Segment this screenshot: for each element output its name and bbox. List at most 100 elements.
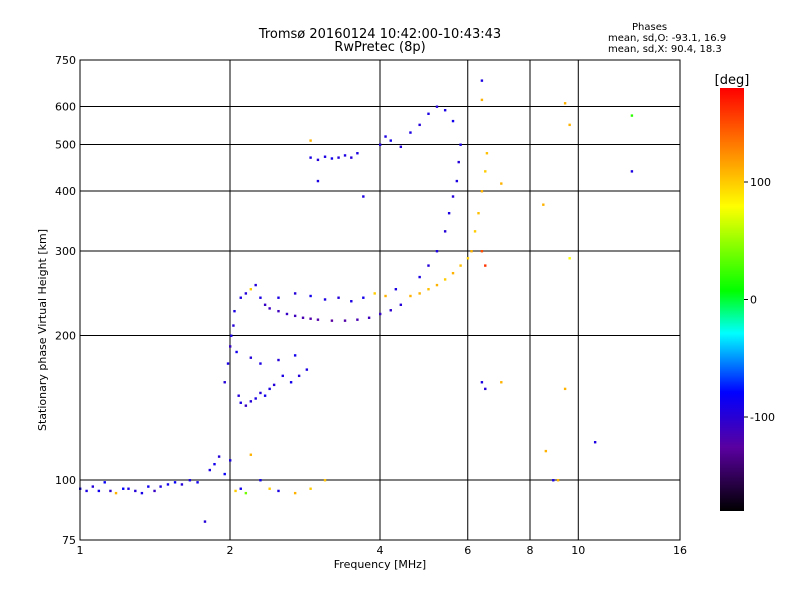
data-point xyxy=(323,479,327,482)
data-point xyxy=(268,307,271,310)
data-point xyxy=(356,318,359,321)
x-tick-label: 8 xyxy=(527,544,534,557)
colorbar-tick-label: 0 xyxy=(750,294,757,307)
data-point xyxy=(367,316,371,319)
y-tick-label: 100 xyxy=(55,474,76,487)
colorbar-title: [deg] xyxy=(715,73,750,88)
data-point xyxy=(384,294,387,298)
data-point xyxy=(173,481,177,484)
data-point xyxy=(229,459,232,462)
data-point xyxy=(153,489,156,493)
data-point xyxy=(384,135,387,138)
data-point xyxy=(409,131,412,134)
data-point xyxy=(544,449,548,453)
data-point xyxy=(208,468,211,472)
data-point xyxy=(263,394,267,397)
data-point xyxy=(235,350,238,354)
data-point xyxy=(484,387,487,391)
data-point xyxy=(249,453,253,456)
data-point xyxy=(166,483,170,486)
data-point xyxy=(237,394,240,397)
data-point xyxy=(309,294,312,298)
data-point xyxy=(239,487,242,490)
data-point xyxy=(234,489,237,493)
data-point xyxy=(443,278,447,281)
data-point xyxy=(272,383,276,387)
data-point xyxy=(552,479,555,482)
x-tick-label: 6 xyxy=(464,544,471,557)
data-point xyxy=(232,324,235,327)
data-point xyxy=(451,271,455,275)
phase-x-stats: mean, sd,X: 90.4, 18.3 xyxy=(608,44,722,55)
data-point xyxy=(480,381,484,384)
data-point xyxy=(455,179,459,183)
plot-frame xyxy=(79,59,681,541)
phase-heading: Phases xyxy=(632,22,668,33)
data-point xyxy=(568,123,571,127)
data-point xyxy=(447,212,451,215)
data-point xyxy=(213,462,216,466)
data-point xyxy=(330,319,334,322)
data-point xyxy=(316,318,320,321)
data-point xyxy=(217,455,221,458)
data-point xyxy=(593,441,597,444)
x-axis-label: Frequency [MHz] xyxy=(334,558,426,571)
data-point xyxy=(630,170,634,173)
data-point xyxy=(316,158,320,162)
phase-o-stats: mean, sd,O: -93.1, 16.9 xyxy=(608,33,727,44)
data-point xyxy=(409,294,412,298)
data-point xyxy=(427,112,430,115)
y-tick-label: 200 xyxy=(55,330,76,343)
data-point xyxy=(542,203,545,206)
data-point xyxy=(394,288,398,291)
data-point xyxy=(277,358,280,362)
data-point xyxy=(239,296,242,299)
data-point xyxy=(480,98,484,102)
data-point xyxy=(230,334,233,337)
x-tick-label: 10 xyxy=(571,544,585,557)
data-point xyxy=(323,155,327,158)
data-point xyxy=(103,481,106,484)
data-point xyxy=(350,156,353,159)
data-point xyxy=(293,491,297,495)
data-point xyxy=(343,154,347,157)
data-points xyxy=(79,79,634,523)
y-tick-label: 500 xyxy=(55,139,76,152)
data-point xyxy=(223,472,226,476)
y-tick-label: 400 xyxy=(55,185,76,198)
y-axis-label: Stationary phase Virtual Height [km] xyxy=(36,229,49,431)
data-point xyxy=(244,404,248,407)
data-point xyxy=(389,139,392,142)
data-point xyxy=(389,309,392,312)
data-point xyxy=(435,250,439,253)
data-point xyxy=(330,157,334,160)
data-point xyxy=(399,303,403,306)
data-point xyxy=(350,300,353,303)
data-point xyxy=(418,275,421,279)
data-point xyxy=(435,105,439,108)
data-point xyxy=(362,296,365,299)
data-point xyxy=(254,397,257,400)
data-point xyxy=(91,485,95,488)
data-point xyxy=(127,487,130,490)
data-point xyxy=(244,292,248,295)
data-point xyxy=(223,381,226,384)
data-point xyxy=(254,283,257,287)
data-point xyxy=(244,491,248,495)
data-point xyxy=(418,292,421,295)
data-point xyxy=(259,296,262,299)
data-point xyxy=(563,387,567,391)
x-axis-ticks: 1 2 4 6 8 10 16 xyxy=(77,544,688,557)
data-point xyxy=(480,190,484,193)
y-axis-ticks: 75 100 200 300 400 500 600 750 xyxy=(55,54,76,547)
data-point xyxy=(309,156,312,159)
data-point xyxy=(289,381,293,384)
data-point xyxy=(500,381,503,384)
data-point xyxy=(297,374,301,378)
x-tick-label: 2 xyxy=(227,544,234,557)
data-point xyxy=(470,250,473,253)
data-point xyxy=(249,356,253,359)
data-point xyxy=(196,481,199,484)
data-point xyxy=(309,139,312,142)
